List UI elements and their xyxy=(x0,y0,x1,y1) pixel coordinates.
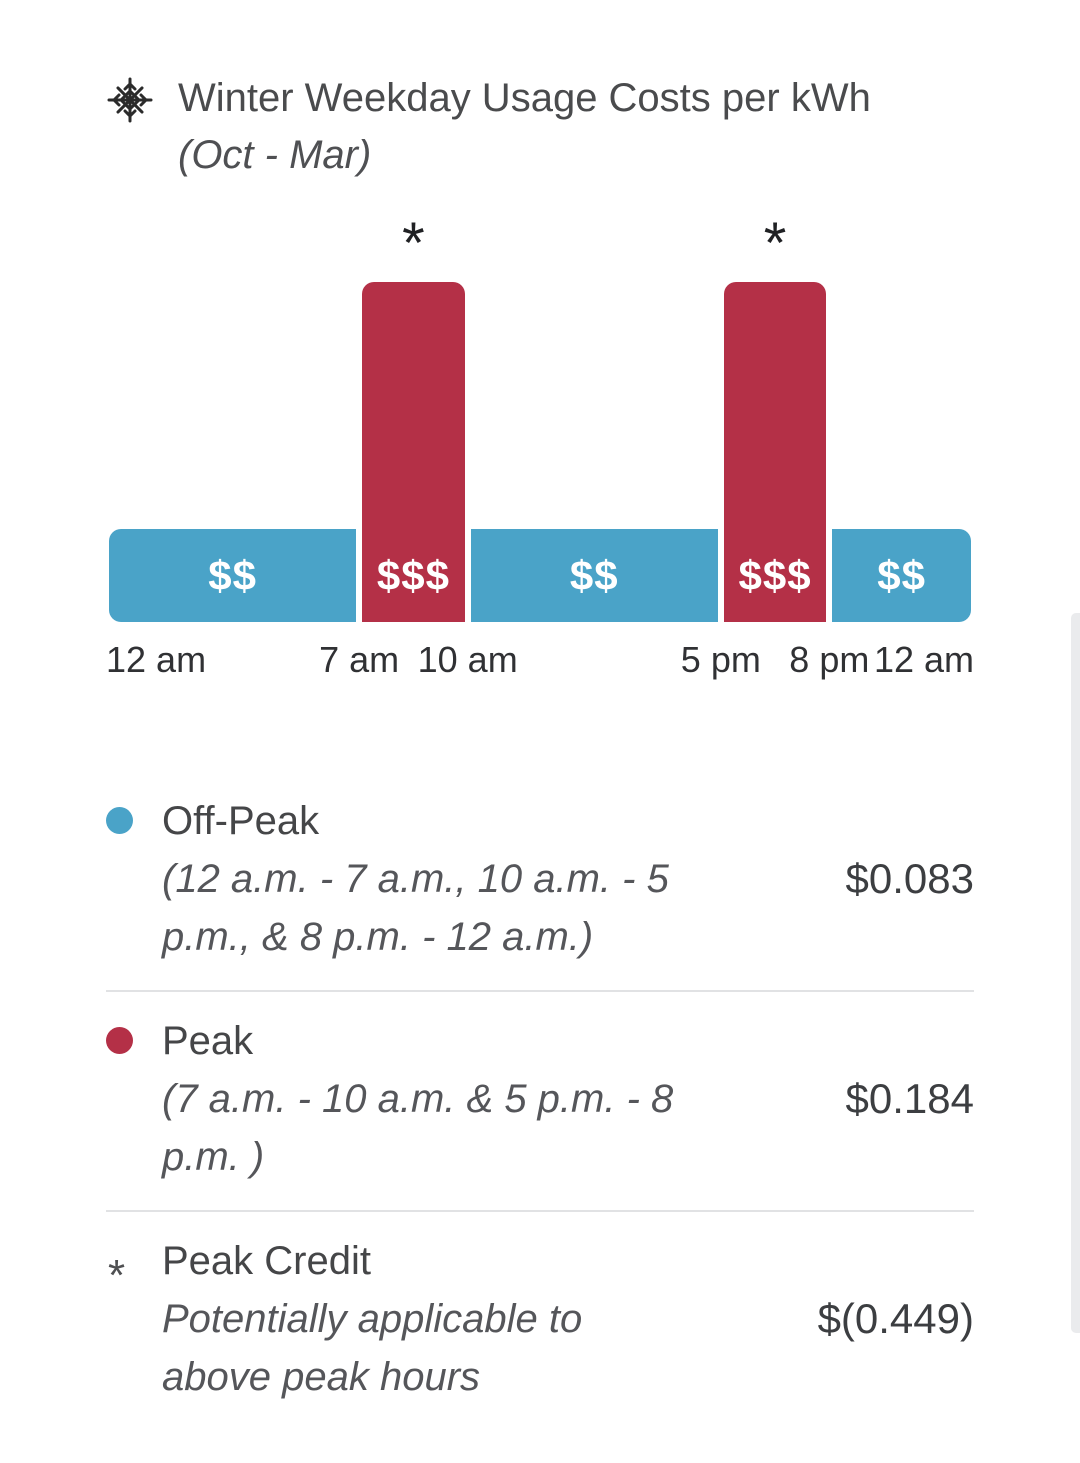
rate-plan-card: Winter Weekday Usage Costs per kWh (Oct … xyxy=(106,70,974,1430)
peak-credit-note: Potentially applicable to above peak hou… xyxy=(162,1297,583,1399)
time-axis-label: 10 am xyxy=(417,639,518,680)
chart-title-block: Winter Weekday Usage Costs per kWh (Oct … xyxy=(178,70,871,184)
bar-cost-label: $$ xyxy=(569,551,619,599)
peak-credit-asterisk-icon: * xyxy=(108,1251,126,1300)
off-peak-price: $0.083 xyxy=(845,855,974,902)
legend-row-peak: Peak (7 a.m. - 10 a.m. & 5 p.m. - 8 p.m.… xyxy=(106,990,974,1210)
peak-price: $0.184 xyxy=(845,1075,974,1122)
time-axis-label: 8 pm xyxy=(789,639,870,680)
usage-cost-chart: $$ $$$ * $$ $$$ * $$ 12 am 7 am 10 am 5 pm 8 pm 12 … xyxy=(106,215,974,700)
bar-cost-label: $$ xyxy=(877,551,927,599)
peak-credit-label: Peak Credit xyxy=(162,1239,371,1283)
bar-cost-label: $$$ xyxy=(376,552,450,599)
off_peak-bar-segment: $$ xyxy=(829,529,974,622)
bar-cost-label: $$ xyxy=(208,551,257,599)
peak-hours: (7 a.m. - 10 a.m. & 5 p.m. - 8 p.m. ) xyxy=(162,1077,674,1179)
chart-subtitle: (Oct - Mar) xyxy=(178,133,372,177)
time-axis-label: 12 am xyxy=(106,639,207,680)
chart-header: Winter Weekday Usage Costs per kWh (Oct … xyxy=(106,70,974,184)
chart-bars: $$ $$$ * $$ $$$ * $$ xyxy=(106,215,974,622)
peak-bar-segment: $$$ * xyxy=(359,215,468,622)
off-peak-label: Off-Peak xyxy=(162,799,320,843)
bar-cost-label: $$$ xyxy=(738,552,812,599)
chart-time-axis: 12 am 7 am 10 am 5 pm 8 pm 12 am xyxy=(106,638,974,700)
snowflake-icon xyxy=(106,74,154,126)
peak-bar-segment: $$$ * xyxy=(721,215,830,622)
off-peak-dot-icon xyxy=(106,807,133,834)
chart-title: Winter Weekday Usage Costs per kWh xyxy=(178,76,871,120)
off_peak-bar-segment: $$ xyxy=(106,529,359,622)
legend-row-off-peak: Off-Peak (12 a.m. - 7 a.m., 10 a.m. - 5 … xyxy=(106,772,974,990)
rate-legend: Off-Peak (12 a.m. - 7 a.m., 10 a.m. - 5 … xyxy=(106,772,974,1430)
time-axis-label: 5 pm xyxy=(680,639,761,680)
off-peak-hours: (12 a.m. - 7 a.m., 10 a.m. - 5 p.m., & 8… xyxy=(162,857,669,959)
legend-row-peak-credit: * Peak Credit Potentially applicable to … xyxy=(106,1210,974,1430)
off_peak-bar-segment: $$ xyxy=(468,529,721,622)
time-axis-label: 7 am xyxy=(319,639,400,680)
peak-credit-asterisk: * xyxy=(402,211,425,276)
time-axis-label: 12 am xyxy=(873,639,974,680)
peak-credit-price: $(0.449) xyxy=(817,1295,974,1342)
vertical-scrollbar-thumb[interactable] xyxy=(1071,613,1080,1333)
peak-dot-icon xyxy=(106,1027,133,1054)
peak-label: Peak xyxy=(162,1019,254,1063)
peak-credit-asterisk: * xyxy=(763,211,787,276)
